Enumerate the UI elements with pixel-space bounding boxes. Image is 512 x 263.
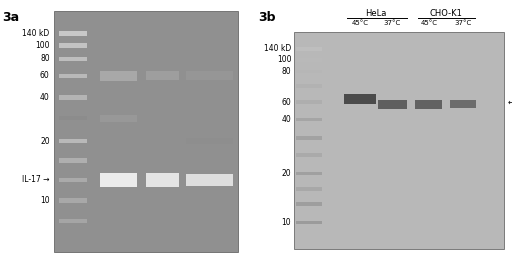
Text: 80: 80 xyxy=(282,67,291,76)
Text: 3a: 3a xyxy=(3,11,19,23)
Text: HeLa: HeLa xyxy=(366,9,387,18)
Bar xyxy=(344,94,376,104)
Bar xyxy=(59,31,88,36)
Bar xyxy=(378,100,407,109)
Text: 45°C: 45°C xyxy=(352,20,369,26)
Text: 40: 40 xyxy=(40,93,50,102)
Text: 45°C: 45°C xyxy=(420,20,437,26)
Text: 100: 100 xyxy=(277,55,291,64)
Text: 3b: 3b xyxy=(259,11,276,23)
Bar xyxy=(59,95,88,100)
Bar xyxy=(100,71,137,81)
Text: CHO-K1: CHO-K1 xyxy=(430,9,462,18)
Bar xyxy=(296,221,322,224)
Bar xyxy=(59,116,88,120)
Bar xyxy=(294,32,504,249)
Text: ← HSP70: ← HSP70 xyxy=(508,98,512,107)
Bar xyxy=(186,71,232,80)
Bar xyxy=(296,58,322,62)
Bar xyxy=(296,70,322,73)
Bar xyxy=(296,100,322,104)
Bar xyxy=(59,198,88,203)
Bar xyxy=(186,174,232,186)
Bar xyxy=(450,100,476,108)
Text: 140 kD: 140 kD xyxy=(23,29,50,38)
Bar xyxy=(296,172,322,175)
Bar xyxy=(54,11,238,252)
Text: 60: 60 xyxy=(282,98,291,107)
Text: 37°C: 37°C xyxy=(454,20,472,26)
Text: 140 kD: 140 kD xyxy=(264,44,291,53)
Bar xyxy=(415,100,442,109)
Bar xyxy=(59,74,88,78)
Bar xyxy=(59,57,88,61)
Text: 60: 60 xyxy=(40,71,50,80)
Bar xyxy=(100,173,137,187)
Text: 100: 100 xyxy=(35,41,50,50)
Text: 20: 20 xyxy=(282,169,291,178)
Bar xyxy=(296,118,322,121)
Bar xyxy=(296,154,322,157)
Text: 37°C: 37°C xyxy=(384,20,401,26)
Bar xyxy=(59,43,88,48)
Text: 20: 20 xyxy=(40,137,50,146)
Bar xyxy=(146,71,179,80)
Bar xyxy=(296,187,322,191)
Bar xyxy=(186,138,232,144)
Bar xyxy=(59,178,88,182)
Text: 80: 80 xyxy=(40,54,50,63)
Text: 40: 40 xyxy=(282,115,291,124)
Text: IL-17 →: IL-17 → xyxy=(22,175,50,184)
Text: 10: 10 xyxy=(282,218,291,227)
Bar xyxy=(296,202,322,206)
Bar xyxy=(59,139,88,143)
Bar xyxy=(100,115,137,122)
Bar xyxy=(296,136,322,140)
Bar xyxy=(296,47,322,51)
Bar xyxy=(59,158,88,163)
Bar xyxy=(59,219,88,223)
Text: 10: 10 xyxy=(40,196,50,205)
Bar xyxy=(296,84,322,88)
Bar xyxy=(146,173,179,186)
